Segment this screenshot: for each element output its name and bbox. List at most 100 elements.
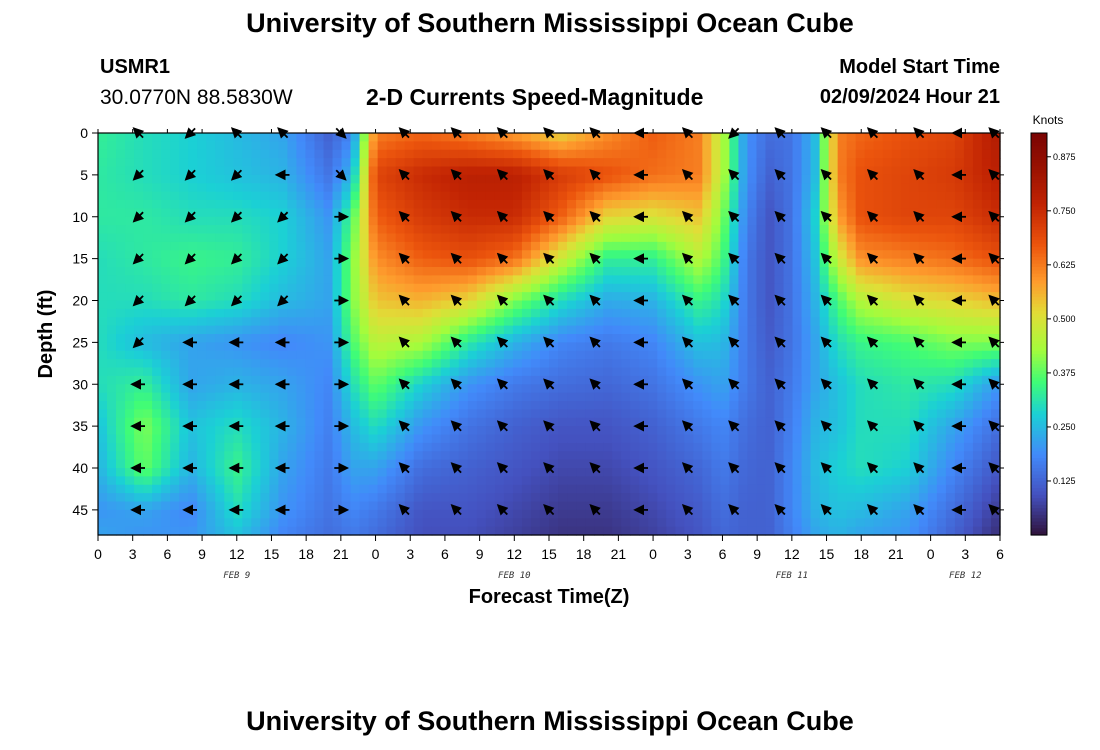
- heatmap-cell: [693, 518, 703, 528]
- current-arrow: [681, 420, 694, 432]
- heatmap-cell: [134, 308, 144, 318]
- heatmap-cell: [684, 375, 694, 385]
- heatmap-cell: [503, 149, 514, 159]
- heatmap-cell: [558, 509, 568, 519]
- heatmap-cell: [377, 174, 388, 184]
- heatmap-cell: [296, 342, 307, 352]
- heatmap-cell: [305, 417, 316, 427]
- heatmap-cell: [314, 426, 325, 436]
- heatmap-cell: [855, 459, 866, 469]
- current-arrow: [450, 378, 463, 390]
- heatmap-cell: [603, 183, 613, 193]
- heatmap-cell: [774, 526, 785, 536]
- heatmap-cell: [810, 133, 821, 142]
- heatmap-cell: [521, 401, 532, 410]
- heatmap-cell: [341, 426, 352, 436]
- heatmap-cell: [242, 183, 252, 193]
- heatmap-cell: [188, 417, 198, 427]
- heatmap-cell: [242, 350, 252, 360]
- heatmap-cell: [161, 509, 171, 519]
- heatmap-cell: [107, 166, 117, 176]
- heatmap-cell: [323, 426, 334, 436]
- heatmap-cell: [936, 258, 947, 268]
- heatmap-cell: [368, 434, 379, 444]
- heatmap-cell: [873, 267, 884, 276]
- current-arrow: [543, 504, 555, 516]
- heatmap-cell: [287, 141, 298, 151]
- heatmap-cell: [296, 459, 307, 469]
- heatmap-cell: [404, 434, 415, 444]
- heatmap-cell: [558, 350, 568, 360]
- heatmap-cell: [467, 225, 478, 235]
- heatmap-cell: [521, 141, 532, 151]
- heatmap-cell: [810, 258, 821, 268]
- heatmap-cell: [621, 275, 631, 285]
- heatmap-cell: [467, 501, 478, 511]
- heatmap-cell: [305, 141, 316, 151]
- heatmap-cell: [576, 509, 586, 519]
- current-arrow: [132, 211, 145, 223]
- heatmap-cell: [215, 208, 225, 218]
- heatmap-cell: [729, 191, 740, 201]
- heatmap-cell: [431, 426, 442, 436]
- heatmap-cell: [783, 166, 794, 176]
- heatmap-cell: [549, 459, 559, 469]
- heatmap-cell: [215, 241, 225, 251]
- heatmap-cell: [801, 275, 812, 285]
- heatmap-cell: [161, 325, 171, 335]
- heatmap-cell: [603, 225, 613, 235]
- heatmap-cell: [260, 392, 270, 402]
- heatmap-cell: [530, 200, 541, 209]
- heatmap-cell: [711, 191, 721, 201]
- heatmap-cell: [179, 426, 189, 436]
- heatmap-cell: [233, 451, 243, 461]
- heatmap-cell: [188, 442, 198, 452]
- heatmap-cell: [936, 434, 947, 444]
- heatmap-cell: [467, 442, 478, 452]
- heatmap-cell: [558, 183, 568, 193]
- heatmap-cell: [152, 375, 162, 385]
- heatmap-cell: [639, 200, 649, 209]
- heatmap-cell: [188, 317, 198, 327]
- heatmap-cell: [900, 133, 911, 142]
- heatmap-cell: [143, 325, 153, 335]
- heatmap-cell: [675, 493, 685, 503]
- heatmap-cell: [558, 417, 568, 427]
- heatmap-cell: [675, 509, 685, 519]
- heatmap-cell: [404, 158, 415, 168]
- heatmap-cell: [134, 409, 144, 419]
- heatmap-cell: [494, 267, 505, 276]
- heatmap-cell: [765, 493, 776, 503]
- heatmap-cell: [431, 275, 442, 285]
- heatmap-cell: [251, 225, 261, 235]
- heatmap-cell: [521, 501, 532, 511]
- heatmap-cell: [720, 459, 730, 469]
- heatmap-cell: [774, 317, 785, 327]
- heatmap-cell: [404, 493, 415, 503]
- heatmap-cell: [314, 359, 325, 369]
- heatmap-cell: [494, 392, 505, 402]
- heatmap-cell: [98, 241, 108, 251]
- heatmap-cell: [936, 300, 947, 310]
- heatmap-cell: [278, 283, 289, 293]
- heatmap-cell: [125, 141, 135, 151]
- heatmap-cell: [152, 133, 162, 142]
- heatmap-cell: [377, 518, 388, 528]
- heatmap-cell: [648, 417, 658, 427]
- heatmap-cell: [693, 451, 703, 461]
- current-arrow: [450, 294, 463, 307]
- heatmap-cell: [341, 468, 352, 477]
- heatmap-cell: [738, 258, 749, 268]
- current-arrow: [398, 294, 411, 307]
- heatmap-cell: [702, 233, 712, 243]
- heatmap-cell: [161, 283, 171, 293]
- heatmap-cell: [368, 501, 379, 511]
- heatmap-cell: [341, 401, 352, 410]
- heatmap-cell: [891, 258, 902, 268]
- heatmap-cell: [359, 509, 370, 519]
- heatmap-cell: [368, 283, 379, 293]
- heatmap-cell: [639, 426, 649, 436]
- heatmap-cell: [936, 392, 947, 402]
- heatmap-cell: [224, 133, 234, 142]
- heatmap-cell: [657, 342, 667, 352]
